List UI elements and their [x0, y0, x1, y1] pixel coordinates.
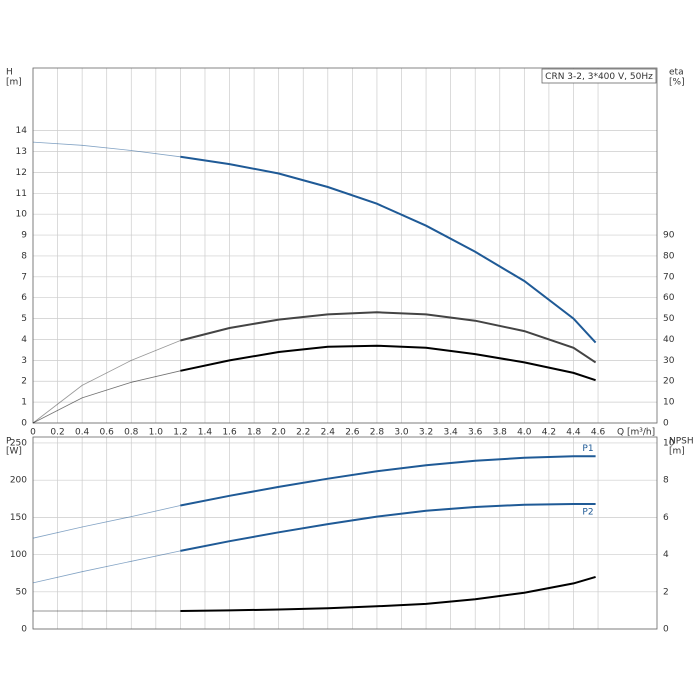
y-tick-label: 250 [10, 438, 27, 448]
y-tick-label: 9 [21, 231, 27, 241]
y-tick-label: 8 [21, 251, 27, 261]
x-tick-label: 3.2 [419, 428, 433, 438]
x-tick-label: 1.2 [173, 428, 187, 438]
y-tick-label: 5 [21, 314, 27, 324]
curve [180, 311, 597, 364]
y2-tick-label: 2 [663, 587, 669, 597]
x-tick-label: 3.6 [468, 428, 483, 438]
y-tick-label: 0 [21, 419, 27, 429]
y2-tick-label: 10 [663, 398, 675, 408]
y2-tick-label: 30 [663, 356, 675, 366]
y-tick-label: 0 [21, 625, 27, 635]
y2-tick-label: 0 [663, 625, 669, 635]
y-axis-label: H [6, 68, 13, 78]
x-tick-label: 0.6 [100, 428, 115, 438]
curve [180, 344, 596, 382]
series-label: P1 [582, 444, 593, 454]
y2-tick-label: 10 [663, 438, 675, 448]
y2-tick-label: 90 [663, 231, 675, 241]
x-tick-label: 4.4 [566, 428, 581, 438]
y-tick-label: 4 [21, 335, 27, 345]
y2-axis-unit: [%] [669, 78, 685, 88]
y-axis-unit: [m] [6, 78, 22, 88]
plot-frame [32, 436, 658, 630]
y-tick-label: 2 [21, 377, 27, 387]
y2-axis-label: eta [669, 68, 684, 78]
x-tick-label: 0.4 [75, 428, 90, 438]
curve-extension [32, 505, 181, 539]
x-tick-label: 0.8 [124, 428, 139, 438]
y-tick-label: 100 [10, 550, 27, 560]
x-tick-label: 3.4 [443, 428, 458, 438]
x-tick-label: 4.6 [591, 428, 606, 438]
y-tick-label: 6 [21, 293, 27, 303]
series-label: P2 [582, 507, 593, 517]
x-tick-label: 3.8 [493, 428, 508, 438]
y2-tick-label: 6 [663, 513, 669, 523]
y2-tick-label: 40 [663, 335, 675, 345]
y-tick-label: 10 [16, 210, 28, 220]
title-box [541, 68, 657, 84]
curve-extension [32, 550, 181, 584]
curve [180, 155, 597, 344]
x-tick-label: 3.0 [394, 428, 409, 438]
y-tick-label: 11 [16, 189, 27, 199]
x-tick-label: 1.6 [222, 428, 237, 438]
y2-axis-label: NPSH [669, 437, 694, 447]
y2-tick-label: 0 [663, 419, 669, 429]
x-tick-label: 0 [30, 428, 36, 438]
x-tick-label: 1.0 [149, 428, 164, 438]
curve-extension [32, 370, 181, 424]
curve-extension [32, 141, 181, 158]
curve-extension [32, 340, 181, 424]
y2-tick-label: 8 [663, 476, 669, 486]
y2-tick-label: 80 [663, 251, 675, 261]
y-tick-label: 3 [21, 356, 27, 366]
x-tick-label: 4.2 [542, 428, 556, 438]
y-axis-unit: [W] [6, 447, 22, 457]
y-tick-label: 50 [16, 587, 28, 597]
chart-title: CRN 3-2, 3*400 V, 50Hz [545, 72, 653, 82]
x-tick-label: 2.0 [272, 428, 287, 438]
y2-tick-label: 4 [663, 550, 669, 560]
y-axis-label: P [6, 437, 12, 447]
y-tick-label: 14 [16, 126, 28, 136]
y-tick-label: 150 [10, 513, 27, 523]
x-tick-label: 2.4 [321, 428, 336, 438]
x-tick-label: 2.2 [296, 428, 310, 438]
y2-tick-label: 20 [663, 377, 675, 387]
x-tick-label: 0.2 [50, 428, 64, 438]
x-tick-label: 1.4 [198, 428, 213, 438]
plot-frame [32, 67, 658, 424]
y-tick-label: 12 [16, 168, 27, 178]
curve [180, 575, 596, 612]
y-tick-label: 200 [10, 476, 27, 486]
curve [180, 455, 596, 507]
x-axis-label: Q [m³/h] [617, 428, 655, 438]
y-tick-label: 1 [21, 398, 27, 408]
x-tick-label: 2.8 [370, 428, 385, 438]
x-tick-label: 4.0 [517, 428, 532, 438]
x-tick-label: 1.8 [247, 428, 262, 438]
y2-tick-label: 50 [663, 314, 675, 324]
y2-tick-label: 70 [663, 272, 675, 282]
curve [180, 503, 596, 552]
y2-tick-label: 60 [663, 293, 675, 303]
y2-axis-unit: [m] [669, 447, 685, 457]
x-tick-label: 2.6 [345, 428, 360, 438]
y-tick-label: 13 [16, 147, 27, 157]
y-tick-label: 7 [21, 272, 27, 282]
